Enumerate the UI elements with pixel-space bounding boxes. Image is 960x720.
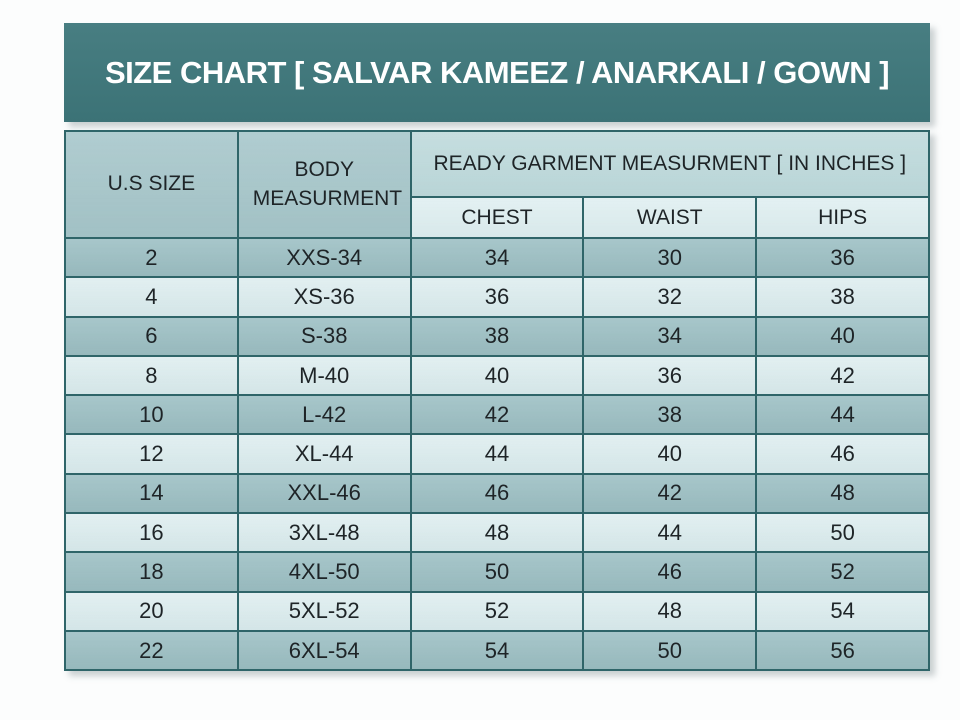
table-cell: 10 — [64, 394, 239, 436]
column-header-us-size: U.S SIZE — [64, 130, 239, 239]
size-chart-table: U.S SIZE BODY MEASURMENT READY GARMENT M… — [64, 130, 931, 672]
table-cell: 36 — [755, 236, 930, 279]
table-cell: 48 — [409, 512, 585, 554]
table-cell: 2 — [64, 236, 239, 279]
table-cell: 46 — [409, 472, 585, 515]
table-cell: 52 — [409, 590, 585, 632]
table-row: 20 5XL-52 52 48 54 — [64, 590, 930, 632]
table-cell: 44 — [409, 433, 585, 475]
table-cell: 6 — [64, 315, 239, 357]
table-cell: 6XL-54 — [236, 629, 412, 672]
column-header-hips: HIPS — [755, 196, 930, 239]
table-row: 22 6XL-54 54 50 56 — [64, 629, 930, 672]
table-cell: 4XL-50 — [236, 551, 412, 593]
table-cell: 46 — [582, 551, 758, 593]
header-row-main: U.S SIZE BODY MEASURMENT READY GARMENT M… — [64, 130, 931, 239]
column-header-ready-garment: READY GARMENT MEASURMENT [ IN INCHES ] — [409, 130, 931, 198]
header-row-sub: CHEST WAIST HIPS — [65, 196, 930, 239]
table-cell: 42 — [755, 354, 930, 397]
table-cell: 54 — [409, 629, 585, 672]
table-cell: 38 — [582, 394, 758, 436]
table-cell: 36 — [409, 276, 585, 318]
table-cell: XS-36 — [236, 276, 412, 318]
table-cell: 42 — [409, 394, 585, 436]
table-row: 18 4XL-50 50 46 52 — [64, 551, 930, 593]
table-cell: 12 — [64, 433, 239, 475]
table-cell: 40 — [755, 315, 930, 357]
table-cell: 34 — [409, 236, 585, 279]
column-header-waist: WAIST — [582, 196, 758, 239]
table-cell: 14 — [64, 472, 239, 515]
title-banner: SIZE CHART [ SALVAR KAMEEZ / ANARKALI / … — [64, 23, 930, 122]
table-row: 8 M-40 40 36 42 — [64, 354, 930, 397]
table-cell: 50 — [582, 629, 758, 672]
table-cell: 34 — [582, 315, 758, 357]
table-cell: 36 — [582, 354, 758, 397]
table-cell: 52 — [755, 551, 930, 593]
table-row: 10 L-42 42 38 44 — [64, 394, 930, 436]
table-cell: 50 — [755, 512, 930, 554]
table-cell: 48 — [582, 590, 758, 632]
column-header-chest: CHEST — [409, 196, 585, 239]
table-cell: S-38 — [236, 315, 412, 357]
table-row: 14 XXL-46 46 42 48 — [64, 472, 930, 515]
table-cell: 5XL-52 — [236, 590, 412, 632]
size-table-body: 2 XXS-34 34 30 36 4 XS-36 36 32 38 6 S-38 38 34 40 8 M-4… — [64, 236, 930, 672]
table-row: 12 XL-44 44 40 46 — [64, 433, 930, 475]
table-cell: XXS-34 — [236, 236, 412, 279]
table-cell: L-42 — [236, 394, 412, 436]
table-row: 16 3XL-48 48 44 50 — [64, 512, 930, 554]
table-cell: 30 — [582, 236, 758, 279]
page-title: SIZE CHART [ SALVAR KAMEEZ / ANARKALI / … — [104, 54, 890, 90]
table-cell: M-40 — [236, 354, 412, 397]
table-cell: XXL-46 — [236, 472, 412, 515]
table-cell: 54 — [755, 590, 930, 632]
table-row: 4 XS-36 36 32 38 — [64, 276, 930, 318]
table-row: 6 S-38 38 34 40 — [64, 315, 930, 357]
table-header: U.S SIZE BODY MEASURMENT READY GARMENT M… — [64, 130, 931, 239]
table-cell: 42 — [582, 472, 758, 515]
table-cell: 46 — [755, 433, 930, 475]
table-cell: 50 — [409, 551, 585, 593]
table-cell: 20 — [64, 590, 239, 632]
table-cell: 40 — [409, 354, 585, 397]
table-cell: 48 — [755, 472, 930, 515]
table-cell: 38 — [755, 276, 930, 318]
table-cell: 40 — [582, 433, 758, 475]
table-cell: 44 — [755, 394, 930, 436]
table-cell: 18 — [64, 551, 239, 593]
table-cell: 56 — [755, 629, 930, 672]
table-row: 2 XXS-34 34 30 36 — [64, 236, 930, 279]
column-header-body-measurement: BODY MEASURMENT — [236, 130, 412, 239]
table-cell: 4 — [64, 276, 239, 318]
table-cell: 3XL-48 — [236, 512, 412, 554]
table-cell: 22 — [64, 629, 239, 672]
table-cell: XL-44 — [236, 433, 412, 475]
table-cell: 32 — [582, 276, 758, 318]
table-cell: 44 — [582, 512, 758, 554]
table-cell: 38 — [409, 315, 585, 357]
table-cell: 8 — [64, 354, 239, 397]
table-cell: 16 — [64, 512, 239, 554]
